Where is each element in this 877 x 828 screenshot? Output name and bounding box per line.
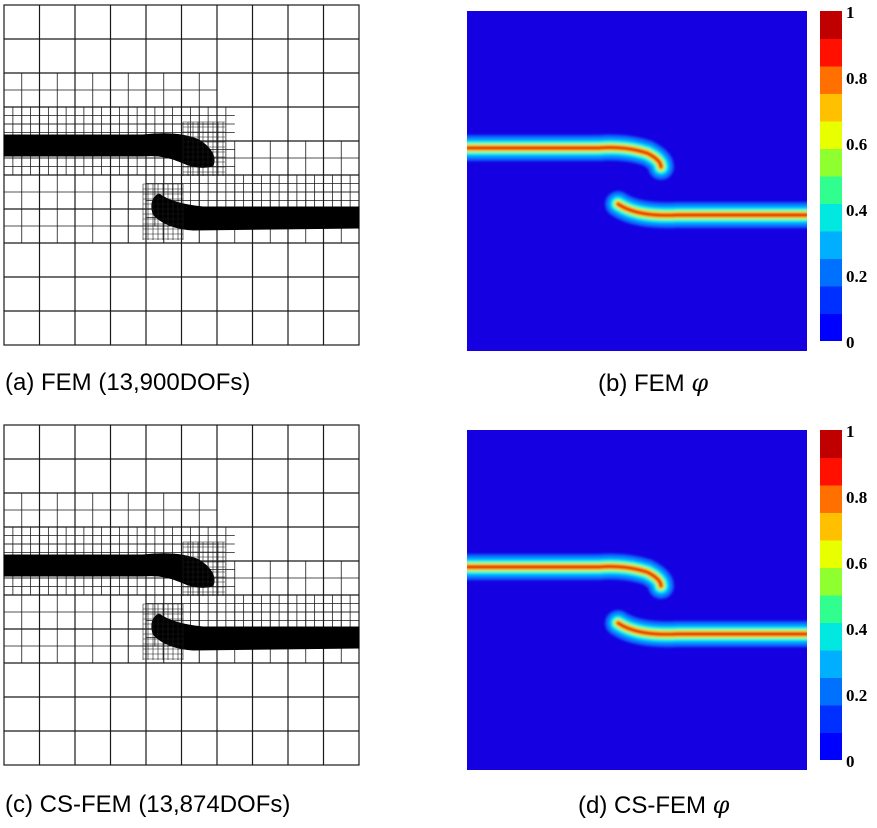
colorbar-csfem [820, 430, 842, 760]
colorbar-level-6 [820, 567, 842, 596]
colorbar-tick-label: 0.2 [846, 267, 868, 286]
colorbar-tick-label: 0.8 [846, 488, 868, 507]
caption-b: (b) FEM φ [598, 371, 708, 396]
colorbar-level-4 [820, 203, 842, 232]
colorbar-level-4 [820, 622, 842, 651]
colorbar-level-10 [820, 38, 842, 67]
colorbar-level-8 [820, 93, 842, 122]
mesh-panel-fem [3, 4, 360, 346]
colorbar-level-0 [820, 313, 842, 341]
colorbar-level-9 [820, 485, 842, 513]
caption-d: (d) CS-FEM φ [578, 793, 729, 818]
colorbar-tick-label: 0.8 [846, 69, 868, 88]
caption-d-symbol: φ [712, 791, 730, 819]
colorbar-level-11 [820, 11, 842, 39]
crack-contour-lower-6 [616, 621, 807, 636]
crack-band-lower [151, 613, 360, 651]
caption-d-text: (d) CS-FEM [578, 792, 706, 819]
colorbar-level-3 [820, 650, 842, 678]
colorbar-level-0 [820, 732, 842, 760]
phase-field-plot-csfem [467, 430, 807, 770]
colorbar-tick-label: 0.6 [846, 135, 868, 154]
caption-b-text: (b) FEM [598, 370, 685, 397]
caption-c-text: (c) CS-FEM (13,874DOFs) [5, 791, 291, 818]
crack-contour-lower-6 [616, 202, 807, 217]
caption-a-text: (a) FEM (13,900DOFs) [5, 369, 251, 396]
phase-field-plot-fem [467, 11, 807, 351]
field-background [467, 430, 807, 770]
colorbar-tick-label: 1 [846, 422, 855, 441]
colorbar-tick-label: 0.4 [846, 620, 868, 639]
colorbar-level-1 [820, 705, 842, 733]
colorbar-level-11 [820, 430, 842, 458]
colorbar-ticks-csfem: 1 0.8 0.6 0.4 0.2 0 [846, 422, 876, 770]
colorbar-fem [820, 11, 842, 341]
colorbar-level-2 [820, 258, 842, 287]
colorbar-tick-label: 0 [846, 752, 855, 771]
colorbar-level-7 [820, 540, 842, 568]
caption-a: (a) FEM (13,900DOFs) [5, 371, 250, 395]
colorbar-level-7 [820, 121, 842, 149]
colorbar-level-9 [820, 66, 842, 94]
crack-contour-upper-6 [467, 146, 663, 169]
adaptive-mesh-csfem [3, 424, 360, 766]
colorbar-tick-label: 0 [846, 333, 855, 352]
colorbar-level-6 [820, 148, 842, 177]
colorbar-tick-label: 0.4 [846, 201, 868, 220]
colorbar-level-3 [820, 231, 842, 259]
adaptive-mesh-fem [3, 4, 360, 346]
colorbar-level-8 [820, 512, 842, 541]
colorbar-level-10 [820, 457, 842, 486]
phase-field-panel-fem [467, 11, 807, 351]
mesh-panel-csfem [3, 424, 360, 766]
colorbar-level-2 [820, 677, 842, 706]
phase-field-panel-csfem [467, 430, 807, 770]
colorbar-level-1 [820, 286, 842, 314]
crack-band-upper [3, 133, 215, 168]
colorbar-tick-label: 1 [846, 3, 855, 22]
colorbar-level-5 [820, 176, 842, 204]
caption-b-symbol: φ [691, 369, 709, 397]
colorbar-tick-label: 0.2 [846, 686, 868, 705]
field-background [467, 11, 807, 351]
colorbar-ticks-fem: 1 0.8 0.6 0.4 0.2 0 [846, 3, 876, 351]
crack-band-upper [3, 553, 215, 588]
colorbar-tick-label: 0.6 [846, 554, 868, 573]
colorbar-level-5 [820, 595, 842, 623]
crack-band-lower [151, 193, 360, 231]
caption-c: (c) CS-FEM (13,874DOFs) [5, 793, 290, 817]
crack-contour-upper-6 [467, 565, 663, 588]
